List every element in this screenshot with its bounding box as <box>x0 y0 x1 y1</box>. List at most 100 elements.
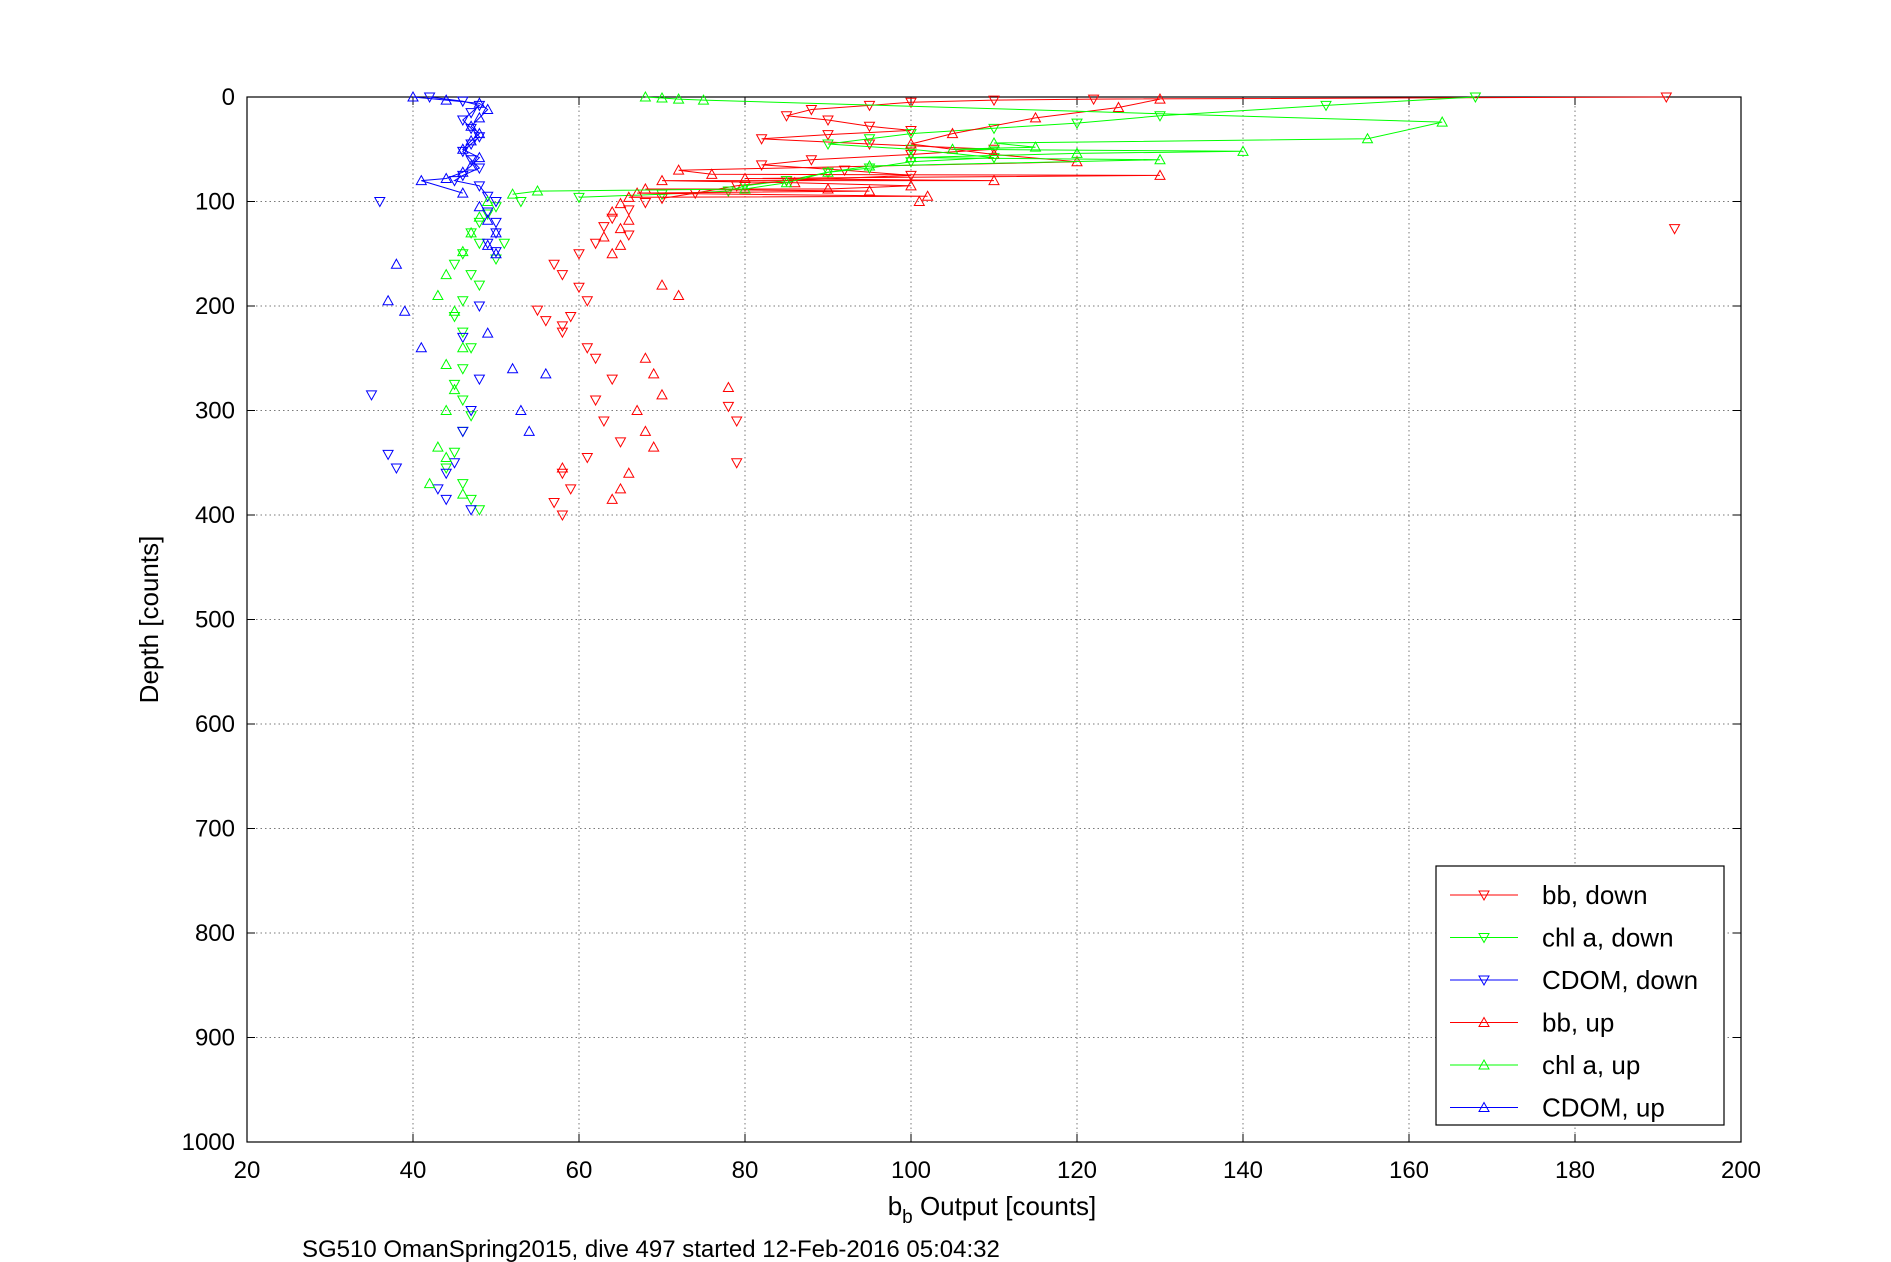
x-axis-label-subscript: b <box>902 1207 913 1228</box>
legend-marker <box>1478 975 1490 987</box>
data-point <box>988 174 1000 186</box>
data-point <box>432 484 444 495</box>
legend: bb, down chl a, down CDOM, down bb, up chl a… <box>1435 865 1725 1126</box>
legend-box <box>1435 865 1725 1126</box>
data-point <box>822 139 834 151</box>
data-point <box>573 192 585 204</box>
data-point <box>722 401 735 413</box>
data-point <box>473 238 486 250</box>
data-point <box>473 200 486 212</box>
data-point <box>456 146 469 158</box>
data-point <box>606 205 619 217</box>
data-point <box>456 249 469 260</box>
data-point <box>473 301 486 313</box>
data-point <box>465 120 477 131</box>
data-point <box>539 316 552 327</box>
data-point <box>905 137 917 149</box>
y-tick-label: 600 <box>195 711 235 738</box>
data-point <box>506 188 519 199</box>
data-point <box>473 127 486 139</box>
data-point <box>639 425 652 436</box>
data-point <box>456 187 469 198</box>
data-point <box>440 94 453 105</box>
data-point <box>639 182 652 194</box>
y-axis-ticks: 0 100 200 300 400 500 600 700 800 900 1000 <box>182 84 1741 1156</box>
data-point <box>481 209 494 221</box>
y-tick-label: 700 <box>195 816 235 843</box>
data-point <box>448 383 461 395</box>
data-point <box>456 245 469 257</box>
y-axis-label: Depth [counts] <box>134 536 164 704</box>
data-point <box>656 388 668 400</box>
data-point <box>722 186 735 198</box>
data-point <box>390 463 403 475</box>
data-point <box>1112 101 1125 112</box>
data-point <box>614 437 627 448</box>
data-point <box>1154 169 1166 180</box>
legend-marker <box>1478 933 1490 944</box>
data-point <box>1154 111 1166 122</box>
data-point <box>1071 147 1083 158</box>
data-point <box>490 254 502 266</box>
legend-marker <box>1478 890 1490 902</box>
data-point <box>481 239 494 250</box>
data-point <box>780 111 793 122</box>
data-point <box>730 458 743 469</box>
data-point <box>863 159 876 171</box>
data-point <box>780 176 793 188</box>
data-point <box>647 441 660 452</box>
data-point <box>589 395 602 407</box>
data-point <box>755 160 768 171</box>
legend-label: CDOM, up <box>1542 1093 1665 1123</box>
data-point <box>1029 141 1042 152</box>
data-point <box>523 425 536 436</box>
data-point <box>556 468 569 480</box>
data-point <box>622 191 635 202</box>
legend-entry: chl a, down <box>1450 923 1674 953</box>
data-point <box>473 163 486 175</box>
data-point <box>730 416 743 427</box>
data-point <box>465 226 477 238</box>
data-point <box>490 202 502 213</box>
y-tick-label: 900 <box>195 1025 235 1052</box>
data-point <box>473 505 486 516</box>
data-point <box>639 352 652 363</box>
data-point <box>481 195 494 206</box>
legend-entry: CDOM, down <box>1450 965 1698 995</box>
data-point <box>606 374 619 386</box>
data-point <box>456 479 469 490</box>
data-point <box>423 92 436 104</box>
x-tick-label: 200 <box>1721 1157 1761 1184</box>
data-point <box>946 127 959 139</box>
data-point <box>622 230 635 241</box>
x-tick-label: 120 <box>1057 1157 1097 1184</box>
data-point <box>581 343 594 354</box>
data-point <box>614 239 627 250</box>
data-point <box>672 93 685 104</box>
data-point <box>440 468 453 480</box>
data-point <box>788 176 801 188</box>
data-point <box>589 238 602 250</box>
data-point <box>863 163 876 175</box>
data-point <box>697 94 710 105</box>
data-point <box>905 170 917 182</box>
x-tick-label: 140 <box>1223 1157 1263 1184</box>
data-point <box>465 108 477 119</box>
data-point <box>473 97 486 108</box>
data-point <box>481 191 494 203</box>
data-point <box>515 404 527 415</box>
data-point <box>456 488 469 499</box>
legend-label: bb, up <box>1542 1008 1614 1038</box>
data-point <box>822 130 834 141</box>
data-point <box>456 115 469 127</box>
legend-entry: bb, up <box>1450 1008 1614 1038</box>
data-point <box>556 461 569 473</box>
data-point <box>490 247 502 259</box>
data-point <box>407 90 419 102</box>
data-point <box>863 139 876 151</box>
legend-marker <box>1478 1058 1490 1070</box>
data-point <box>440 268 453 280</box>
data-point <box>448 305 461 316</box>
data-point <box>456 395 469 407</box>
